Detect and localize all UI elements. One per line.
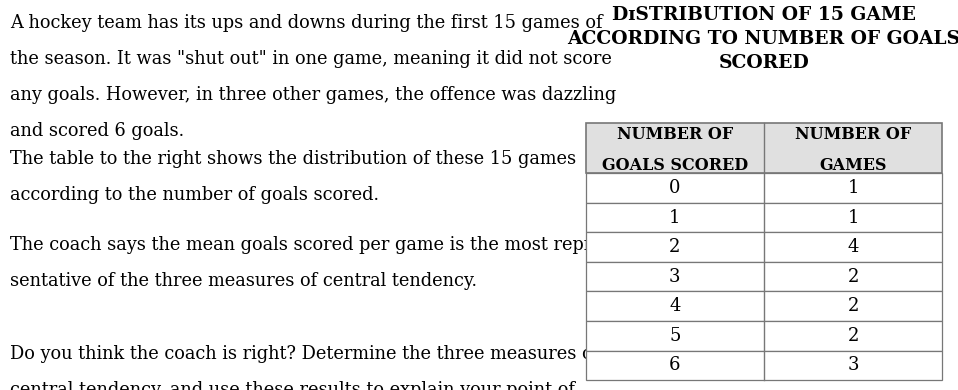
Text: 5: 5	[669, 327, 680, 345]
Text: sentative of the three measures of central tendency.: sentative of the three measures of centr…	[11, 272, 477, 290]
Bar	[585, 262, 943, 291]
Bar	[585, 123, 943, 173]
Text: 2: 2	[848, 268, 859, 286]
Text: 4: 4	[669, 297, 680, 315]
Text: 0: 0	[669, 179, 680, 197]
Text: 1: 1	[848, 179, 859, 197]
Text: NUMBER OF: NUMBER OF	[795, 126, 911, 143]
Text: GOALS SCORED: GOALS SCORED	[602, 157, 748, 174]
Text: 3: 3	[848, 356, 859, 374]
Text: and scored 6 goals.: and scored 6 goals.	[11, 122, 184, 140]
Text: 1: 1	[848, 209, 859, 227]
Bar	[585, 321, 943, 351]
Bar	[585, 291, 943, 321]
Text: The coach says the mean goals scored per game is the most repre-: The coach says the mean goals scored per…	[11, 236, 609, 254]
Text: GAMES: GAMES	[819, 157, 887, 174]
Bar	[585, 232, 943, 262]
Text: The table to the right shows the distribution of these 15 games: The table to the right shows the distrib…	[11, 150, 577, 168]
Text: the season. It was "shut out" in one game, meaning it did not score: the season. It was "shut out" in one gam…	[11, 50, 612, 68]
Text: 6: 6	[669, 356, 680, 374]
Text: NUMBER OF: NUMBER OF	[617, 126, 733, 143]
Text: Do you think the coach is right? Determine the three measures of: Do you think the coach is right? Determi…	[11, 345, 600, 363]
Text: DɪSTRIBUTION OF 15 GΑME
ACCORDING TO NUMBER OF GOALS
SCORED: DɪSTRIBUTION OF 15 GΑME ACCORDING TO NUM…	[567, 6, 958, 73]
Bar	[585, 351, 943, 380]
Text: central tendency, and use these results to explain your point of: central tendency, and use these results …	[11, 381, 575, 390]
Text: 4: 4	[848, 238, 859, 256]
Bar	[585, 173, 943, 203]
Text: 2: 2	[848, 327, 859, 345]
Text: 3: 3	[669, 268, 680, 286]
Text: A hockey team has its ups and downs during the first 15 games of: A hockey team has its ups and downs duri…	[11, 14, 603, 32]
Bar	[585, 203, 943, 232]
Text: any goals. However, in three other games, the offence was dazzling: any goals. However, in three other games…	[11, 86, 617, 104]
Text: according to the number of goals scored.: according to the number of goals scored.	[11, 186, 379, 204]
Text: 1: 1	[669, 209, 680, 227]
Text: 2: 2	[848, 297, 859, 315]
Text: 2: 2	[669, 238, 680, 256]
